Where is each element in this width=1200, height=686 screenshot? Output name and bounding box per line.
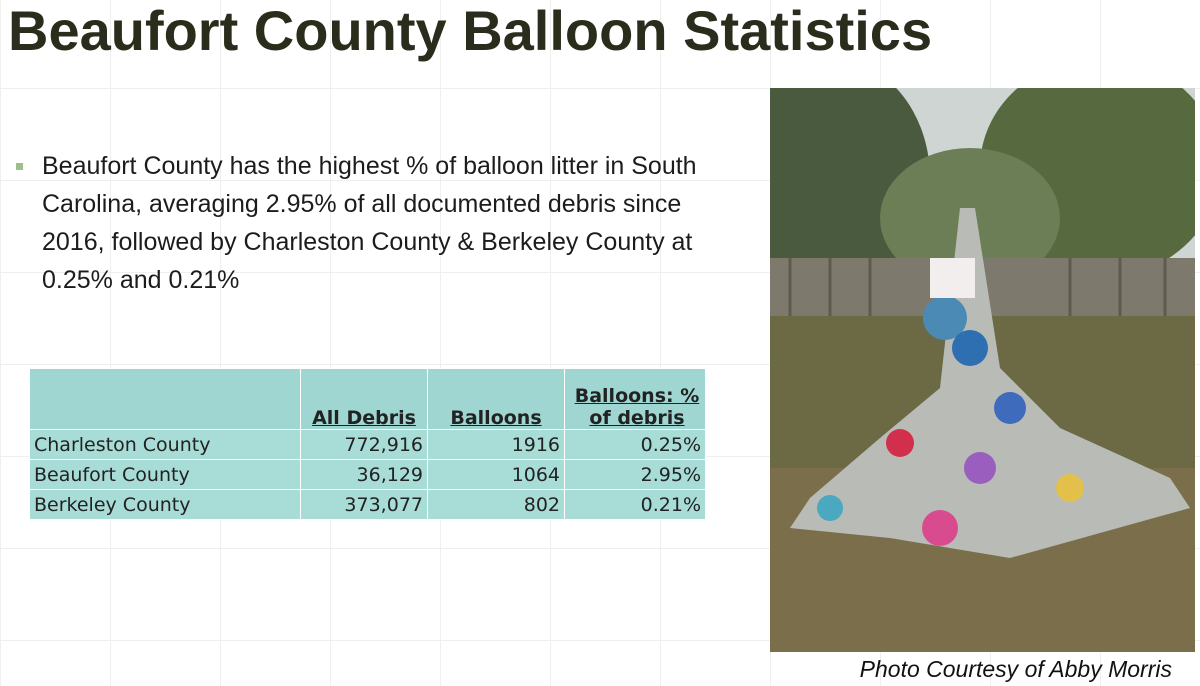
table-row: Beaufort County 36,129 1064 2.95% xyxy=(29,459,706,490)
header-cell: Balloons xyxy=(427,368,565,430)
value-cell: 772,916 xyxy=(300,429,428,460)
table-body: Charleston County 772,916 1916 0.25% Beaufor… xyxy=(29,429,706,520)
value-cell: 2.95% xyxy=(564,459,706,490)
table-row: Berkeley County 373,077 802 0.21% xyxy=(29,489,706,520)
value-cell: 373,077 xyxy=(300,489,428,520)
value-cell: 1916 xyxy=(427,429,565,460)
county-cell: Charleston County xyxy=(29,429,301,460)
header-cell: All Debris xyxy=(300,368,428,430)
value-cell: 0.21% xyxy=(564,489,706,520)
table-row: Charleston County 772,916 1916 0.25% xyxy=(29,429,706,460)
county-cell: Berkeley County xyxy=(29,489,301,520)
county-cell: Beaufort County xyxy=(29,459,301,490)
value-cell: 802 xyxy=(427,489,565,520)
value-cell: 0.25% xyxy=(564,429,706,460)
value-cell: 1064 xyxy=(427,459,565,490)
bullet-text: Beaufort County has the highest % of bal… xyxy=(42,152,697,294)
value-cell: 36,129 xyxy=(300,459,428,490)
photo xyxy=(770,88,1195,652)
column-header: All Debris xyxy=(312,407,416,429)
header-cell: Balloons: % of debris xyxy=(564,368,706,430)
photo-caption: Photo Courtesy of Abby Morris xyxy=(859,656,1172,682)
header-row: All Debris Balloons Balloons: % of debri… xyxy=(29,368,706,430)
header-cell xyxy=(29,368,301,430)
bullet-marker xyxy=(16,163,23,170)
stats-table: All Debris Balloons Balloons: % of debri… xyxy=(29,368,706,520)
slide-title: Beaufort County Balloon Statistics xyxy=(8,0,933,62)
column-header: Balloons: % of debris xyxy=(574,385,700,429)
column-header: Balloons xyxy=(450,407,542,429)
